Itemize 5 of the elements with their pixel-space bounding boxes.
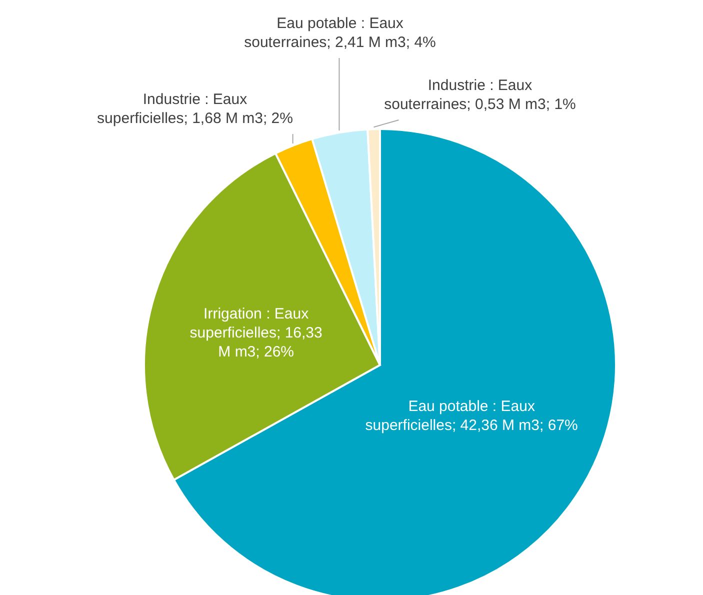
slice-label: Eau potable : Eaux souterraines; 2,41 M m3; 4% bbox=[244, 15, 436, 51]
slice-label: Industrie : Eaux souterraines; 0,53 M m3; 1% bbox=[384, 77, 576, 113]
slice-label: Industrie : Eaux superficielles; 1,68 M m3; 2% bbox=[97, 91, 293, 127]
slice-label: Eau potable : Eaux superficielles; 42,36 M m3; 67% bbox=[365, 398, 578, 434]
slice-label: Irrigation : Eaux superficielles; 16,33 M m3; 26% bbox=[190, 305, 322, 360]
